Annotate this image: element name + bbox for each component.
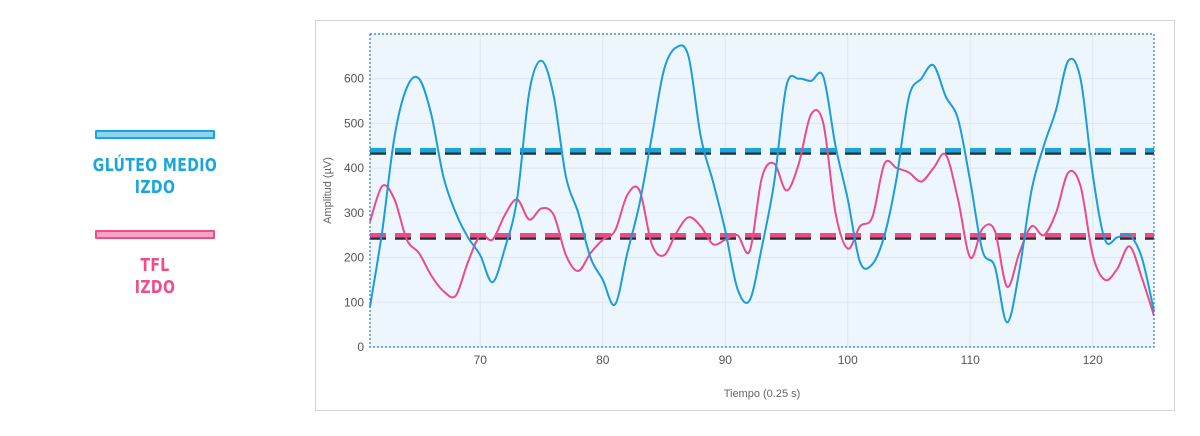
y-axis-title: Amplitud (µV) <box>322 157 334 224</box>
legend-label-gluteo: GLÚTEO MEDIO IZDO <box>89 155 222 199</box>
legend-label-gluteo-line2: IZDO <box>134 177 176 198</box>
y-tick-label: 0 <box>357 340 364 354</box>
x-tick-label: 110 <box>961 353 980 367</box>
x-axis-title: Tiempo (0.25 s) <box>724 388 801 400</box>
legend-swatch-tfl <box>95 230 215 239</box>
x-tick-label: 100 <box>838 353 858 367</box>
chart-svg: 0 100 200 300 400 500 600 70 80 90 100 110 120 Tiemp… <box>322 33 1155 400</box>
x-tick-label: 90 <box>719 353 733 367</box>
x-tick-label: 70 <box>474 353 488 367</box>
y-tick-label: 500 <box>344 116 364 130</box>
plot-area <box>370 34 1154 347</box>
threshold-lines <box>370 148 1154 240</box>
x-tick-label: 80 <box>596 353 610 367</box>
grid-lines <box>370 34 1154 348</box>
y-tick-label: 200 <box>344 251 364 265</box>
legend-label-tfl-line2: IZDO <box>134 277 176 298</box>
legend-label-tfl: TFL IZDO <box>89 255 222 299</box>
chart-card: 0 100 200 300 400 500 600 70 80 90 100 110 120 Tiemp… <box>315 20 1175 411</box>
axis-ticks: 0 100 200 300 400 500 600 70 80 90 100 110 120 <box>344 72 1103 367</box>
y-tick-label: 600 <box>344 72 364 86</box>
legend-swatch-gluteo <box>95 130 215 139</box>
legend-label-gluteo-line1: GLÚTEO MEDIO <box>92 155 218 176</box>
series-lines <box>369 44 1155 324</box>
legend-label-tfl-line1: TFL <box>140 255 170 276</box>
legend-item-tfl: TFL IZDO <box>70 230 240 299</box>
plot-frame <box>369 33 1155 348</box>
y-tick-label: 300 <box>344 206 364 220</box>
y-tick-label: 400 <box>344 161 364 175</box>
x-tick-label: 120 <box>1083 353 1103 367</box>
y-tick-label: 100 <box>344 295 364 309</box>
legend-item-gluteo: GLÚTEO MEDIO IZDO <box>70 130 240 199</box>
series-line-gluteo <box>369 44 1155 324</box>
